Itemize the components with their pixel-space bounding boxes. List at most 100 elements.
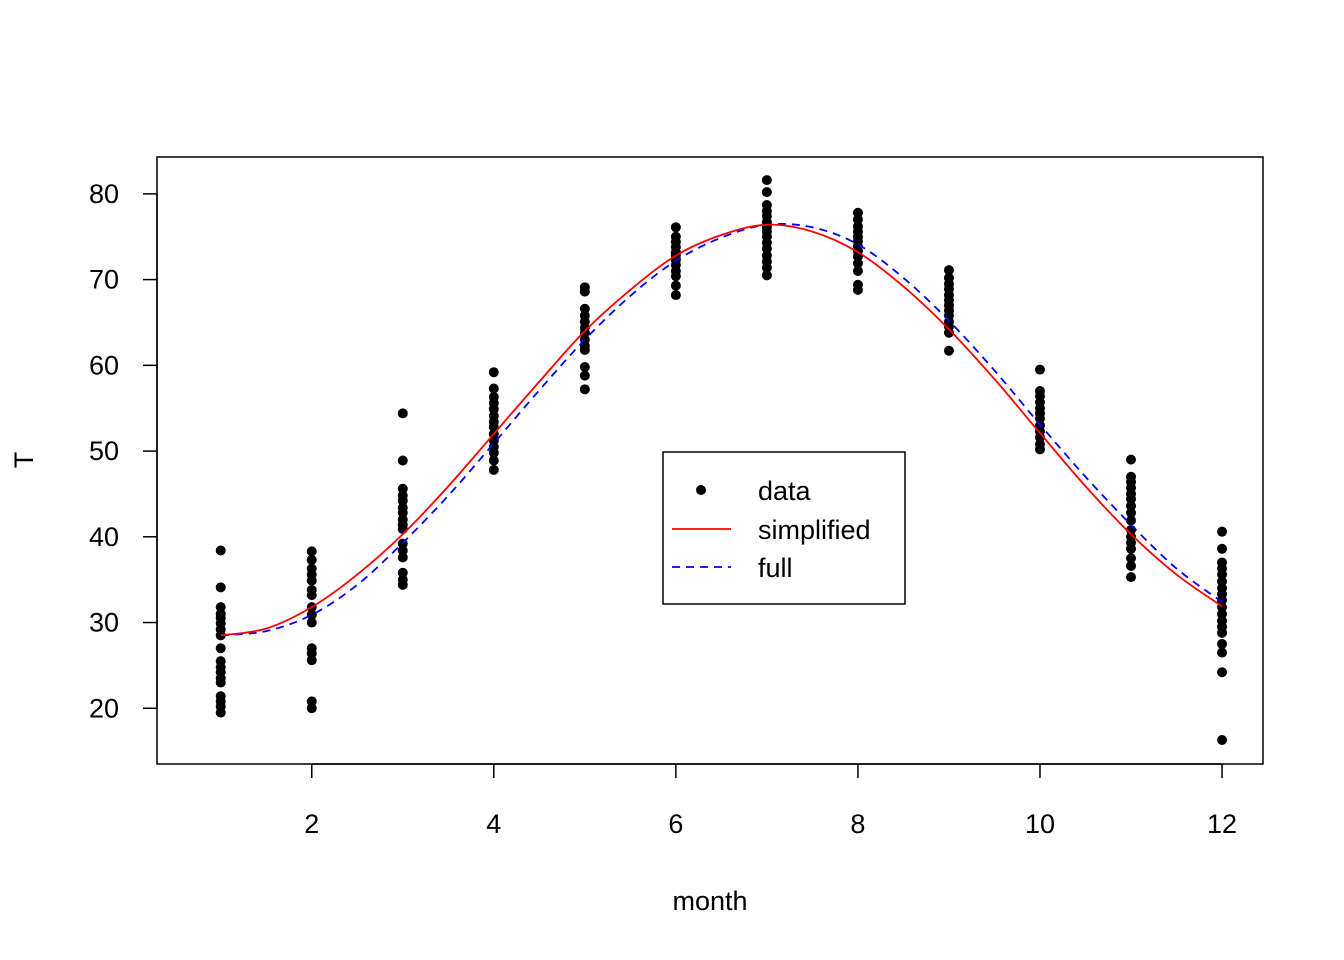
data-point <box>215 545 226 556</box>
data-point <box>215 643 226 654</box>
data-point <box>1217 667 1228 678</box>
data-point <box>1217 627 1228 638</box>
y-axis: 20 30 40 50 60 70 80 <box>89 179 158 723</box>
data-point <box>1126 572 1137 583</box>
data-point <box>215 707 226 718</box>
y-tick-label: 70 <box>89 265 119 295</box>
data-point <box>488 455 499 466</box>
data-point <box>943 327 954 338</box>
data-point <box>1217 734 1228 745</box>
data-point <box>1126 515 1137 526</box>
data-point <box>397 524 408 535</box>
data-point <box>670 271 681 282</box>
data-point <box>852 207 863 218</box>
data-point <box>1217 608 1228 619</box>
x-tick-label: 4 <box>486 809 501 839</box>
data-points <box>215 175 1228 745</box>
data-point <box>579 384 590 395</box>
data-point <box>670 290 681 301</box>
x-axis: 2 4 6 8 10 12 <box>304 763 1237 839</box>
data-point <box>1126 507 1137 518</box>
data-point <box>579 370 590 381</box>
data-point <box>306 648 317 659</box>
data-point <box>306 655 317 666</box>
data-point <box>397 495 408 506</box>
data-point <box>215 677 226 688</box>
x-tick-label: 6 <box>668 809 683 839</box>
y-tick-label: 80 <box>89 179 119 209</box>
data-point <box>1126 543 1137 554</box>
y-tick-label: 30 <box>89 608 119 638</box>
data-point <box>579 303 590 314</box>
data-point <box>1217 543 1228 554</box>
data-point <box>579 327 590 338</box>
data-point <box>852 266 863 277</box>
data-point <box>306 590 317 601</box>
data-point <box>306 609 317 620</box>
data-point <box>488 422 499 433</box>
data-point <box>1034 444 1045 455</box>
data-point <box>943 265 954 276</box>
legend-label-data: data <box>758 476 812 506</box>
data-point <box>761 175 772 186</box>
data-point <box>306 703 317 714</box>
data-point <box>306 617 317 628</box>
x-tick-label: 12 <box>1207 809 1237 839</box>
data-point <box>852 258 863 269</box>
x-tick-label: 10 <box>1025 809 1055 839</box>
data-point <box>397 483 408 494</box>
data-point <box>1217 576 1228 587</box>
data-point <box>852 284 863 295</box>
data-point <box>1217 595 1228 606</box>
data-point <box>1126 560 1137 571</box>
data-point <box>579 286 590 297</box>
data-point <box>1034 364 1045 375</box>
data-point <box>306 575 317 586</box>
data-point <box>761 270 772 281</box>
data-point <box>306 696 317 707</box>
y-tick-label: 50 <box>89 436 119 466</box>
legend-box <box>662 451 906 605</box>
data-point <box>488 447 499 458</box>
data-point <box>397 545 408 556</box>
data-point <box>761 243 772 254</box>
y-axis-title: T <box>9 452 39 469</box>
data-point <box>852 214 863 225</box>
data-point <box>1126 454 1137 465</box>
data-point <box>488 383 499 394</box>
data-point <box>1217 526 1228 537</box>
y-tick-label: 20 <box>89 693 119 723</box>
x-tick-label: 2 <box>304 809 319 839</box>
data-point <box>1217 647 1228 658</box>
data-point <box>670 222 681 233</box>
data-point <box>761 187 772 198</box>
data-point <box>397 455 408 466</box>
legend: data simplified full <box>662 451 906 605</box>
series-line-simplified <box>220 223 1223 637</box>
data-point <box>1126 500 1137 511</box>
x-tick-label: 8 <box>850 809 865 839</box>
data-point <box>488 464 499 475</box>
y-tick-label: 40 <box>89 522 119 552</box>
data-point <box>488 404 499 415</box>
data-point <box>215 602 226 613</box>
data-point <box>943 345 954 356</box>
legend-label-simplified: simplified <box>758 515 871 545</box>
x-axis-title: month <box>672 886 747 916</box>
legend-symbol-data <box>696 485 706 495</box>
data-point <box>579 344 590 355</box>
legend-entries: data simplified full <box>672 476 871 583</box>
data-point <box>215 582 226 593</box>
data-point <box>1126 553 1137 564</box>
data-point <box>1126 494 1137 505</box>
data-point <box>397 408 408 419</box>
data-point <box>306 546 317 557</box>
data-point <box>761 262 772 273</box>
data-point <box>397 552 408 563</box>
data-point <box>397 579 408 590</box>
data-point <box>1217 569 1228 580</box>
data-point <box>579 362 590 373</box>
data-point <box>488 367 499 378</box>
data-point <box>397 507 408 518</box>
